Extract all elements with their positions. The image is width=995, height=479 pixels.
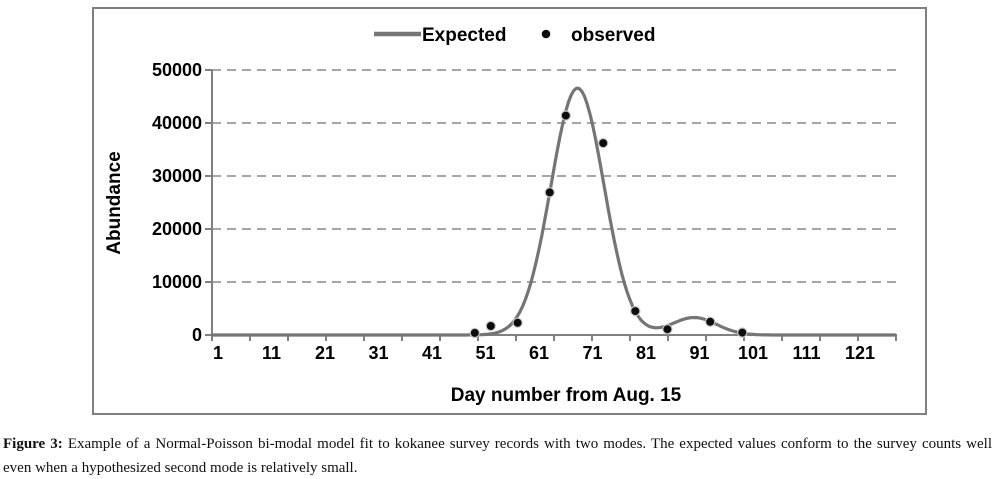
caption-text: Example of a Normal-Poisson bi-modal mod… bbox=[3, 436, 992, 476]
x-tick-label: 51 bbox=[475, 343, 495, 363]
y-tick-marks bbox=[205, 69, 212, 336]
chart-frame bbox=[92, 7, 927, 415]
caption-label: Figure 3: bbox=[3, 436, 63, 452]
observed-point bbox=[662, 324, 673, 335]
y-tick-label: 10000 bbox=[152, 272, 202, 292]
legend: Expected observed bbox=[374, 25, 655, 46]
observed-point bbox=[630, 305, 641, 317]
x-tick-labels: 1 11 21 31 41 51 61 71 81 91 101 111 121 bbox=[213, 343, 875, 363]
observed-point bbox=[544, 187, 555, 198]
x-tick-label: 81 bbox=[636, 343, 656, 363]
x-tick-label: 101 bbox=[738, 343, 768, 363]
y-tick-label: 50000 bbox=[152, 60, 202, 80]
x-axis-title: Day number from Aug. 15 bbox=[451, 385, 682, 406]
x-tick-label: 11 bbox=[262, 343, 281, 363]
x-tick-label: 91 bbox=[689, 343, 709, 363]
legend-observed-label: observed bbox=[571, 25, 655, 46]
x-tick-label: 1 bbox=[213, 343, 223, 363]
y-tick-label: 40000 bbox=[152, 113, 202, 133]
observed-points bbox=[469, 110, 748, 339]
observed-point bbox=[598, 137, 609, 149]
x-tick-label: 111 bbox=[792, 343, 820, 363]
observed-point bbox=[737, 327, 748, 338]
legend-observed-dot-swatch bbox=[541, 29, 551, 39]
figure-caption: Figure 3: Example of a Normal-Poisson bi… bbox=[3, 433, 992, 479]
y-tick-label: 20000 bbox=[152, 219, 202, 239]
x-tick-label: 21 bbox=[315, 343, 335, 363]
x-tick-label: 41 bbox=[422, 343, 442, 363]
y-tick-label: 30000 bbox=[152, 166, 202, 186]
observed-point bbox=[560, 110, 572, 121]
x-tick-label: 121 bbox=[845, 343, 875, 363]
observed-point bbox=[705, 316, 716, 327]
y-tick-labels: 0 10000 20000 30000 40000 50000 bbox=[152, 60, 202, 345]
observed-point bbox=[512, 317, 523, 328]
observed-point bbox=[485, 320, 496, 332]
legend-expected-label: Expected bbox=[422, 25, 506, 46]
observed-point bbox=[469, 327, 480, 339]
y-tick-label: 0 bbox=[192, 325, 202, 345]
x-tick-label: 71 bbox=[582, 343, 602, 363]
gridlines bbox=[212, 69, 898, 283]
y-axis-title: Abundance bbox=[104, 151, 125, 254]
x-tick-label: 31 bbox=[368, 343, 388, 363]
expected-curve bbox=[211, 86, 897, 337]
x-tick-label: 61 bbox=[529, 343, 549, 363]
